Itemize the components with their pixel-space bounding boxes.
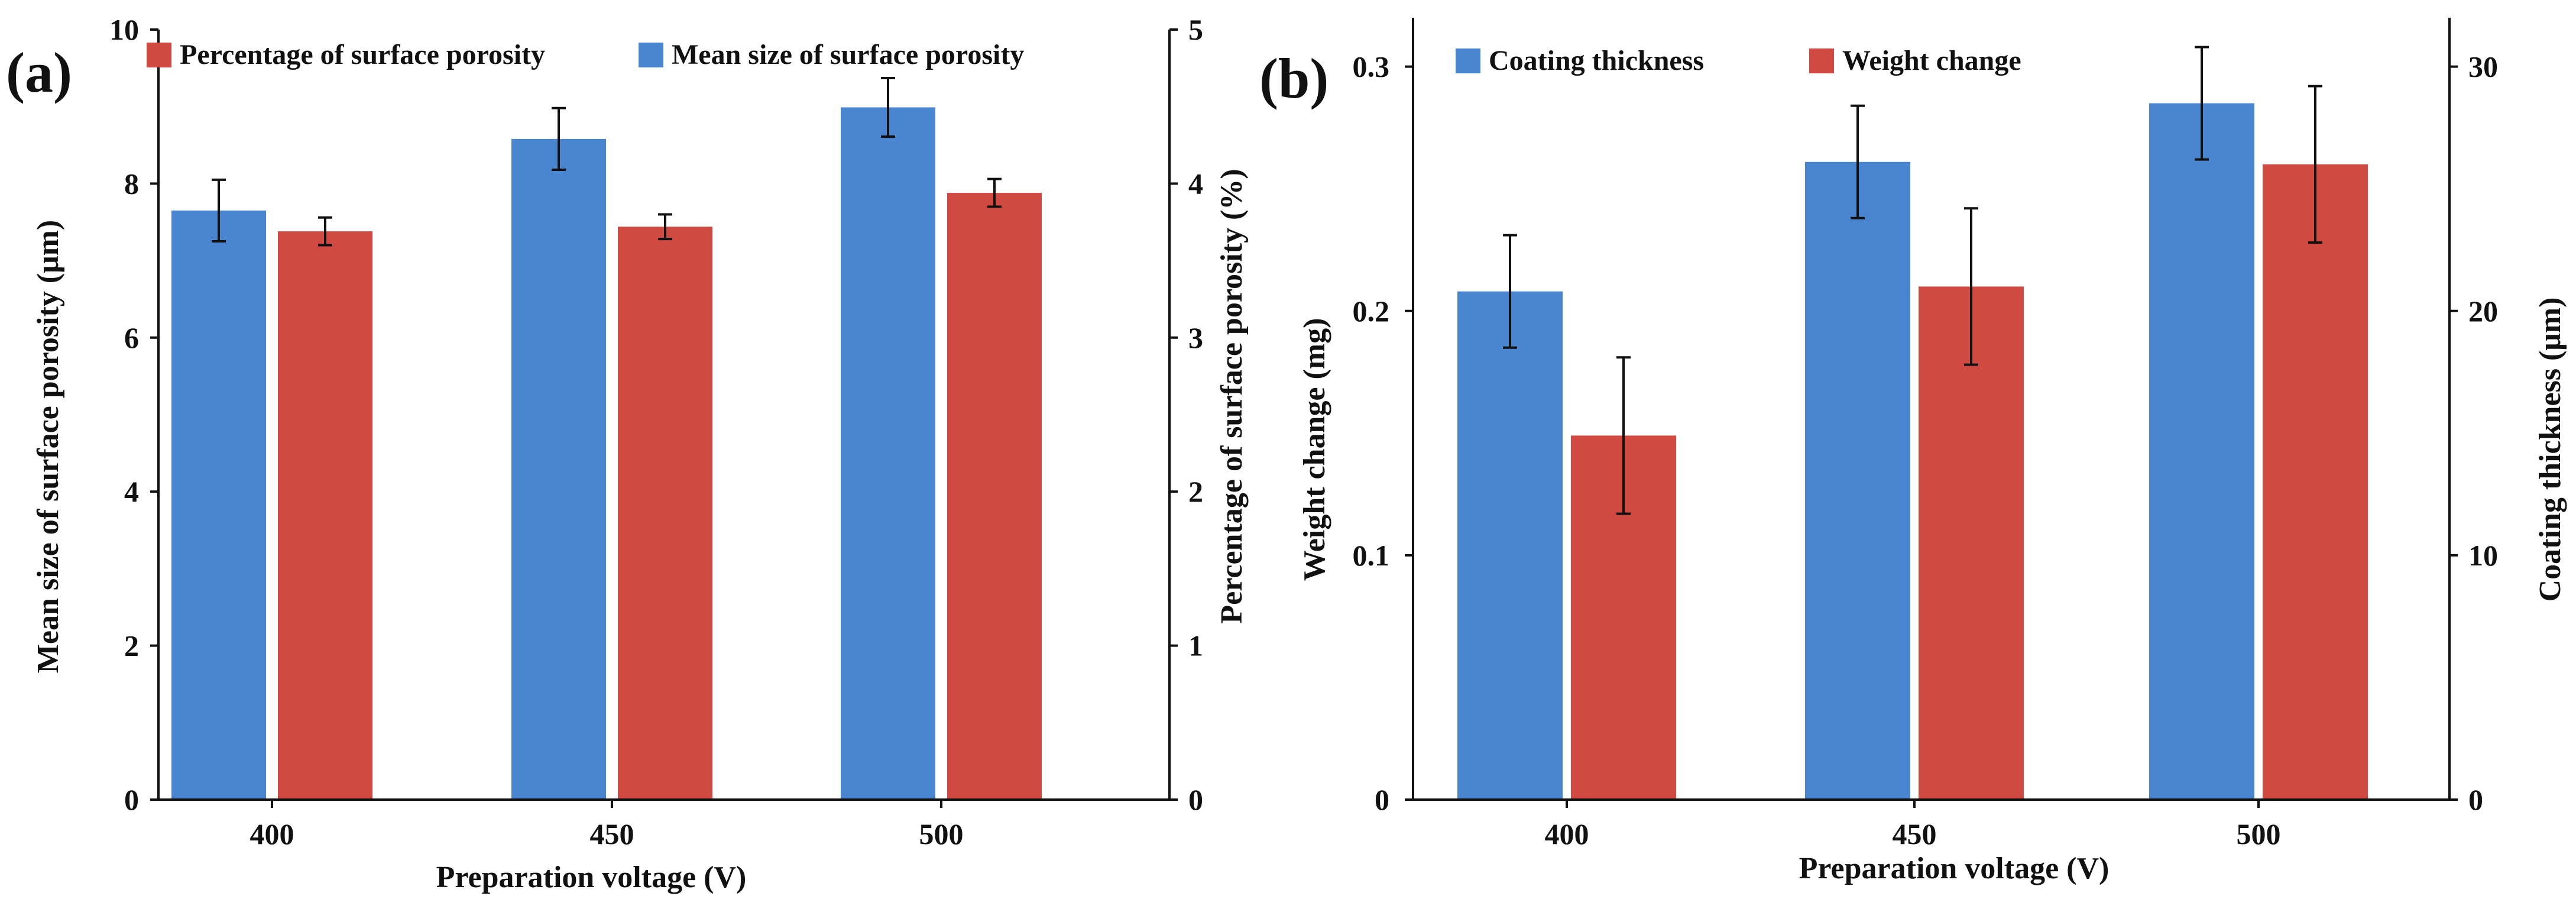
panel-b-left-tick-label: 0.1 — [1353, 539, 1390, 572]
panel-a-left-tick-label: 8 — [124, 167, 139, 200]
panel-b-right-tick-label: 10 — [2468, 539, 2498, 572]
panel-a-left-tick-label: 10 — [109, 13, 139, 46]
panel-b-bar-coating-thickness-400 — [1457, 291, 1563, 800]
panel-a-error-bar-percentage-of-surface-porosity-400 — [318, 216, 332, 247]
panel-a-bar-mean-size-of-surface-porosity-400 — [171, 210, 266, 800]
panel-b-x-axis-title: Preparation voltage (V) — [1799, 852, 2110, 885]
panel-a-error-bar-mean-size-of-surface-porosity-450 — [552, 106, 566, 171]
legend-swatch — [1456, 48, 1480, 73]
panel-a-error-bar-percentage-of-surface-porosity-500 — [987, 177, 1002, 208]
panel-b-error-bar-weight-change-450 — [1964, 207, 1978, 366]
panel-b-error-bar-weight-change-500 — [2308, 85, 2322, 244]
panel-a-right-tick-label: 1 — [1188, 629, 1203, 662]
panel-b-bar-coating-thickness-450 — [1805, 161, 1910, 800]
panel-a-x-tick-label-500: 500 — [919, 817, 964, 851]
panel-a-x-axis-title: Preparation voltage (V) — [436, 861, 747, 894]
panel-b-label: (b) — [1259, 47, 1328, 110]
panel-a-left-tick-label: 0 — [124, 783, 139, 816]
panel-a-bar-mean-size-of-surface-porosity-450 — [511, 138, 606, 800]
panel-a-bar-mean-size-of-surface-porosity-500 — [841, 107, 935, 800]
legend-swatch — [1809, 48, 1834, 73]
panel-a-right-axis-title: Percentage of surface porosity (%) — [1215, 169, 1249, 623]
panel-b-left-axis-title: Weight change (mg) — [1298, 318, 1331, 581]
legend-swatch — [147, 43, 171, 67]
legend-label: Percentage of surface porosity — [180, 39, 545, 70]
panel-a-bar-percentage-of-surface-porosity-500 — [947, 193, 1042, 800]
panel-a-error-bar-mean-size-of-surface-porosity-400 — [212, 178, 226, 243]
panel-b-right-tick-label: 30 — [2468, 50, 2498, 83]
panel-b-x-tick-label-450: 450 — [1893, 817, 1937, 851]
panel-a-right-tick-label: 4 — [1188, 167, 1203, 200]
panel-b-error-bar-coating-thickness-500 — [2195, 46, 2209, 161]
panel-a-right-tick-label: 0 — [1188, 783, 1203, 816]
panel-a: (a) 0 2 4 6 8 10 0 1 2 3 4 5 400 450 500 Percentage … — [6, 13, 1249, 894]
panel-b-legend-item-coating-thickness: Coating thickness — [1456, 45, 1704, 76]
panel-a-bar-percentage-of-surface-porosity-400 — [278, 231, 372, 800]
panel-a-left-tick-label: 4 — [124, 475, 139, 508]
legend-label: Weight change — [1842, 45, 2021, 76]
panel-b-bar-coating-thickness-500 — [2149, 103, 2254, 800]
panel-a-x-tick-label-450: 450 — [590, 817, 634, 851]
panel-b-right-axis-title: Coating thickness (μm) — [2533, 297, 2567, 602]
panel-b-legend-item-weight-change: Weight change — [1809, 45, 2021, 76]
panel-b-bar-weight-change-450 — [1919, 286, 2024, 800]
panel-b-x-tick-label-400: 400 — [1545, 817, 1589, 851]
panel-b: (b) 0 0.1 0.2 0.3 0 10 20 30 400 450 500 Coating… — [1259, 18, 2567, 885]
panel-b-right-tick-label: 0 — [2468, 783, 2483, 816]
panel-a-legend-item-mean-size-of-surface-porosity: Mean size of surface porosity — [639, 39, 1024, 70]
panel-a-bar-percentage-of-surface-porosity-450 — [618, 227, 712, 800]
panel-b-left-tick-label: 0.2 — [1353, 295, 1390, 328]
panel-a-legend-item-percentage-of-surface-porosity: Percentage of surface porosity — [147, 39, 545, 70]
legend-swatch — [639, 43, 663, 67]
legend-label: Mean size of surface porosity — [672, 39, 1024, 70]
panel-b-legend: Coating thickness Weight change — [1456, 45, 2021, 76]
panel-a-right-tick-label: 5 — [1188, 13, 1203, 46]
panel-a-right-tick-label: 2 — [1188, 475, 1203, 508]
panel-b-error-bar-weight-change-400 — [1616, 356, 1631, 515]
panel-a-error-bar-mean-size-of-surface-porosity-500 — [881, 77, 895, 138]
panel-b-x-tick-label-500: 500 — [2237, 817, 2281, 851]
panel-b-right-tick-label: 20 — [2468, 295, 2498, 328]
panel-b-bar-weight-change-500 — [2263, 164, 2368, 800]
panel-b-left-tick-label: 0 — [1375, 783, 1389, 816]
panel-b-error-bar-coating-thickness-400 — [1503, 234, 1517, 349]
panel-a-right-tick-label: 3 — [1188, 321, 1203, 354]
panel-b-error-bar-coating-thickness-450 — [1851, 104, 1865, 219]
legend-label: Coating thickness — [1489, 45, 1704, 76]
panel-a-legend: Percentage of surface porosity Mean size … — [147, 39, 1024, 70]
panel-a-left-tick-label: 6 — [124, 321, 139, 354]
panel-a-x-tick-label-400: 400 — [250, 817, 294, 851]
panel-a-error-bar-percentage-of-surface-porosity-450 — [658, 213, 672, 241]
panel-a-left-tick-label: 2 — [124, 629, 139, 662]
panel-b-left-tick-label: 0.3 — [1353, 50, 1390, 83]
panel-a-label: (a) — [6, 41, 72, 104]
panel-a-left-axis-title: Mean size of surface porosity (μm) — [31, 220, 65, 673]
